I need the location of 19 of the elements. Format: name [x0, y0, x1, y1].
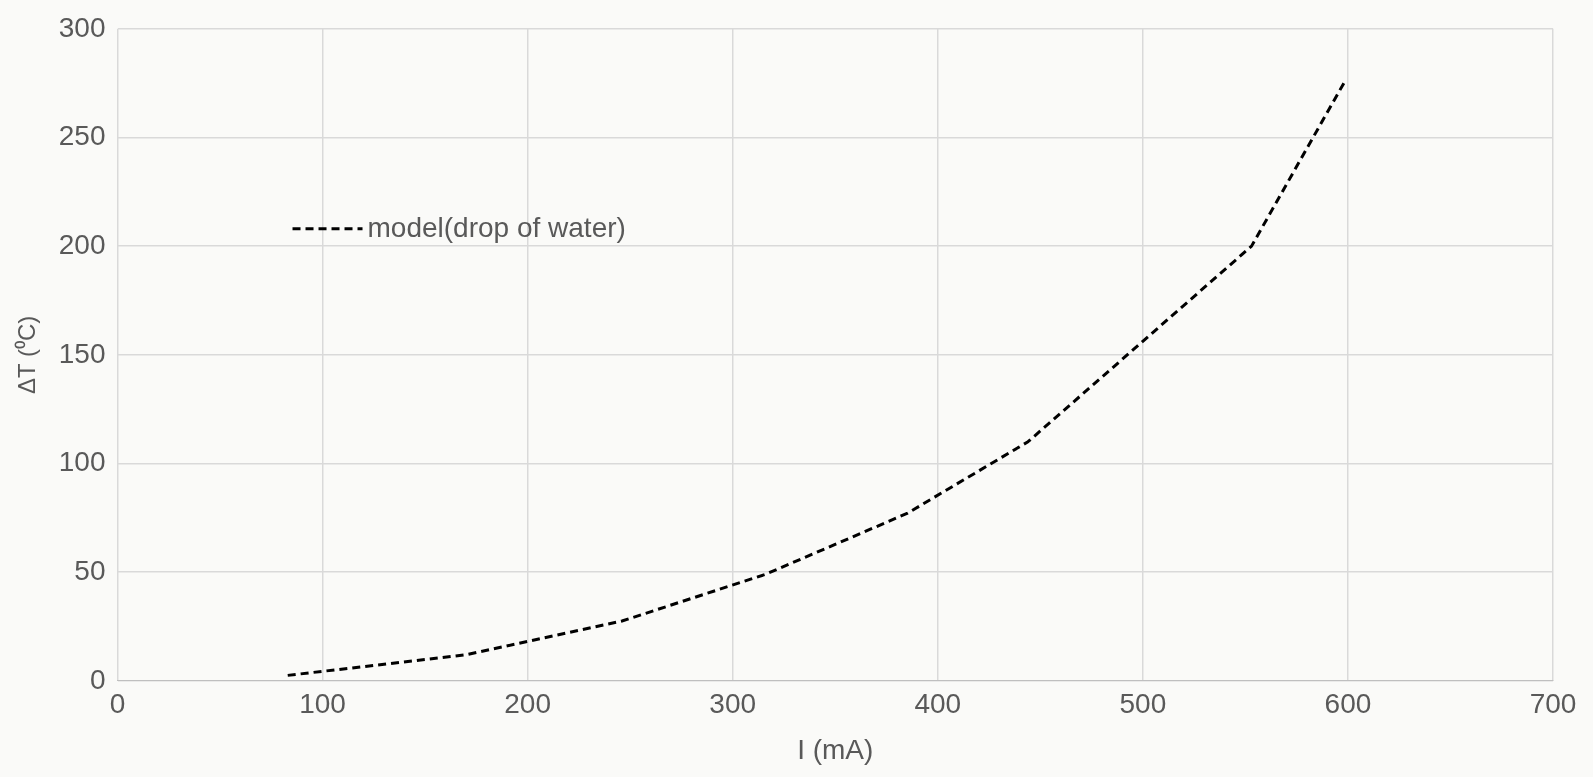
line-series — [286, 81, 1346, 677]
y-axis-title: ΔT (⁰C) — [13, 315, 41, 394]
x-tick-label: 200 — [504, 688, 552, 720]
y-tick-label: 100 — [58, 446, 106, 478]
y-tick-label: 300 — [58, 11, 106, 43]
x-tick-label: 400 — [914, 688, 962, 720]
x-tick-label: 0 — [109, 688, 126, 720]
y-tick-label: 0 — [89, 663, 106, 695]
x-tick-label: 300 — [709, 688, 757, 720]
x-tick-label: 100 — [299, 688, 346, 720]
y-tick-label: 250 — [58, 120, 106, 152]
x-axis-title: I (mA) — [797, 733, 874, 765]
x-tick-label: 700 — [1529, 688, 1577, 720]
y-tick-label: 150 — [58, 337, 106, 369]
x-tick-label: 500 — [1119, 688, 1167, 720]
x-tick-label: 600 — [1324, 688, 1372, 720]
y-tick-label: 200 — [58, 228, 106, 260]
y-tick-label: 50 — [74, 554, 106, 586]
legend-label: model(drop of water) — [367, 211, 626, 243]
